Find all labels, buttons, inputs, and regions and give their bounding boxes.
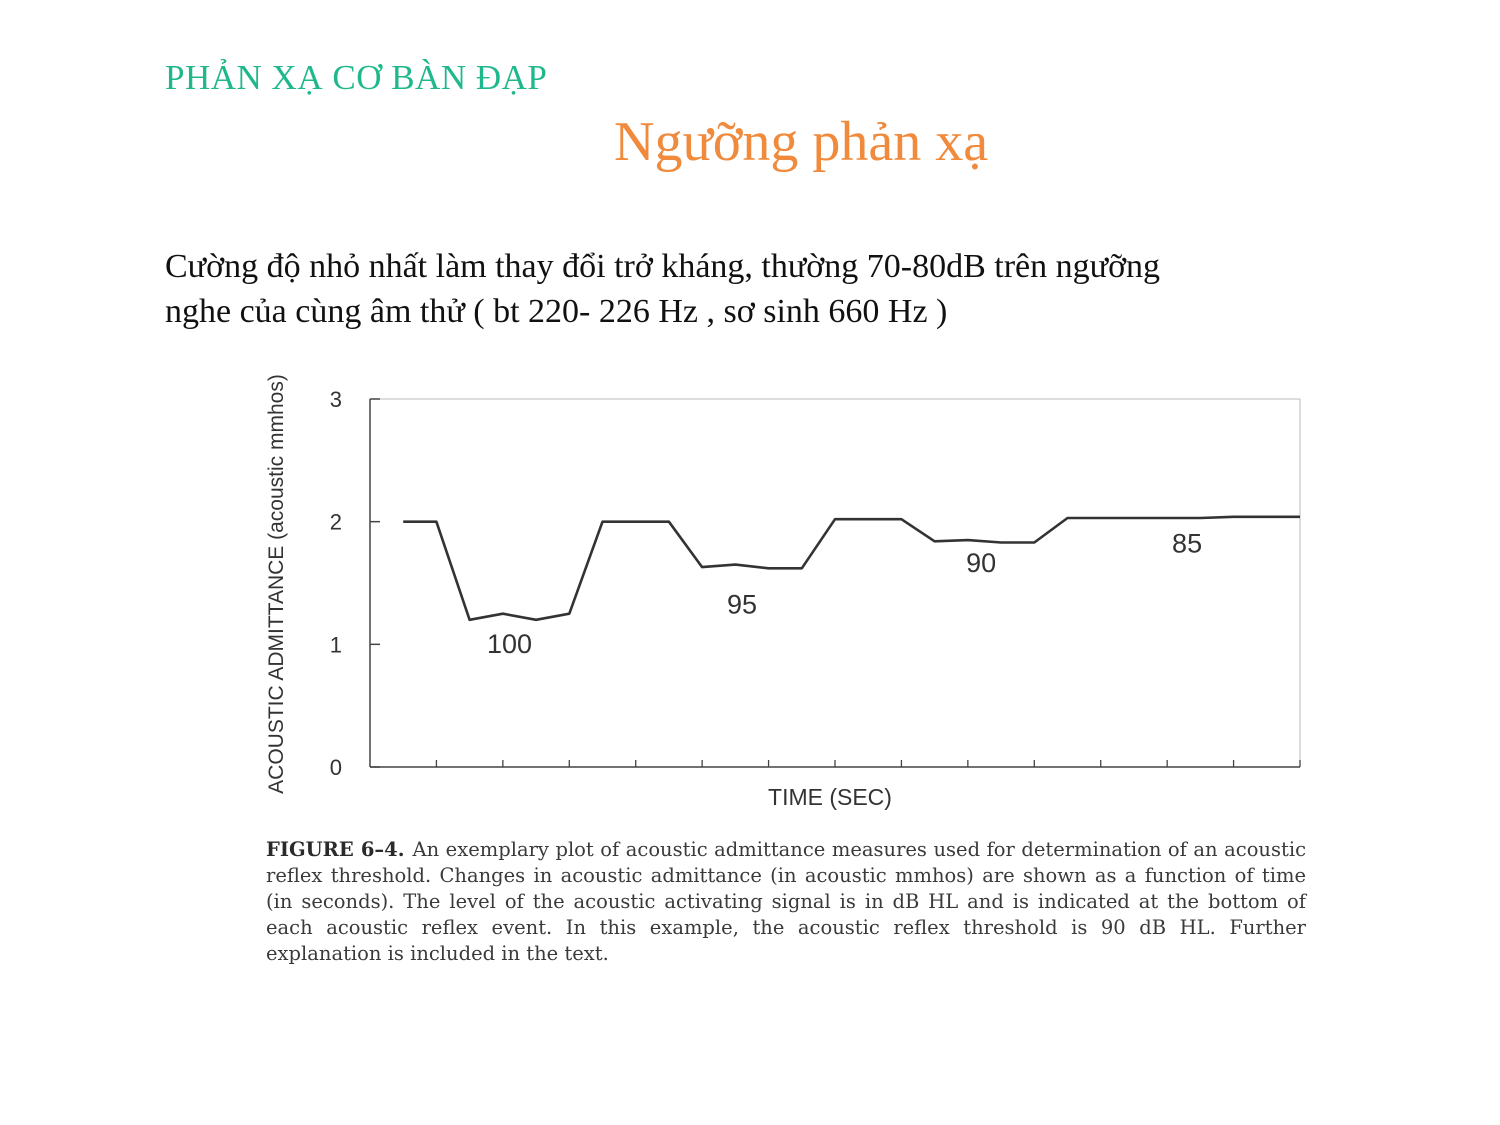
chart-axes [369,398,1301,768]
y-axis-ticks: 0 1 2 3 [330,387,380,780]
reflex-level-label: 100 [487,629,532,659]
chart-annotations: 100 95 90 85 [487,528,1202,659]
admittance-series-line [403,515,1300,622]
chart-series [403,515,1300,622]
reflex-level-label: 90 [966,548,996,578]
y-axis-label: ACOUSTIC ADMITTANCE (acoustic mmhos) [265,374,288,794]
figure-caption: FIGURE 6–4. An exemplary plot of acoustic… [266,837,1306,967]
x-axis-label: TIME (SEC) [768,784,892,810]
acoustic-admittance-chart: 0 1 2 3 100 95 90 85 ACOUSTIC ADMITTANCE (acou… [265,374,1301,810]
y-tick-label: 3 [330,387,342,412]
x-axis-ticks [435,760,1301,767]
slide-title: Ngưỡng phản xạ [614,111,989,173]
body-text-line-2: nghe của cùng âm thử ( bt 220- 226 Hz , … [165,293,948,330]
section-title: PHẢN XẠ CƠ BÀN ĐẠP [165,58,548,97]
reflex-level-label: 95 [727,590,757,620]
figure-caption-text: An exemplary plot of acoustic admittance… [266,838,1306,965]
body-text: Cường độ nhỏ nhất làm thay đổi trở kháng… [165,244,1335,334]
figure-label: FIGURE 6–4. [266,838,405,861]
reflex-level-label: 85 [1172,528,1202,558]
y-tick-label: 2 [330,510,342,535]
y-tick-label: 1 [330,632,342,657]
y-tick-label: 0 [330,755,342,780]
body-text-line-1: Cường độ nhỏ nhất làm thay đổi trở kháng… [165,248,1161,285]
